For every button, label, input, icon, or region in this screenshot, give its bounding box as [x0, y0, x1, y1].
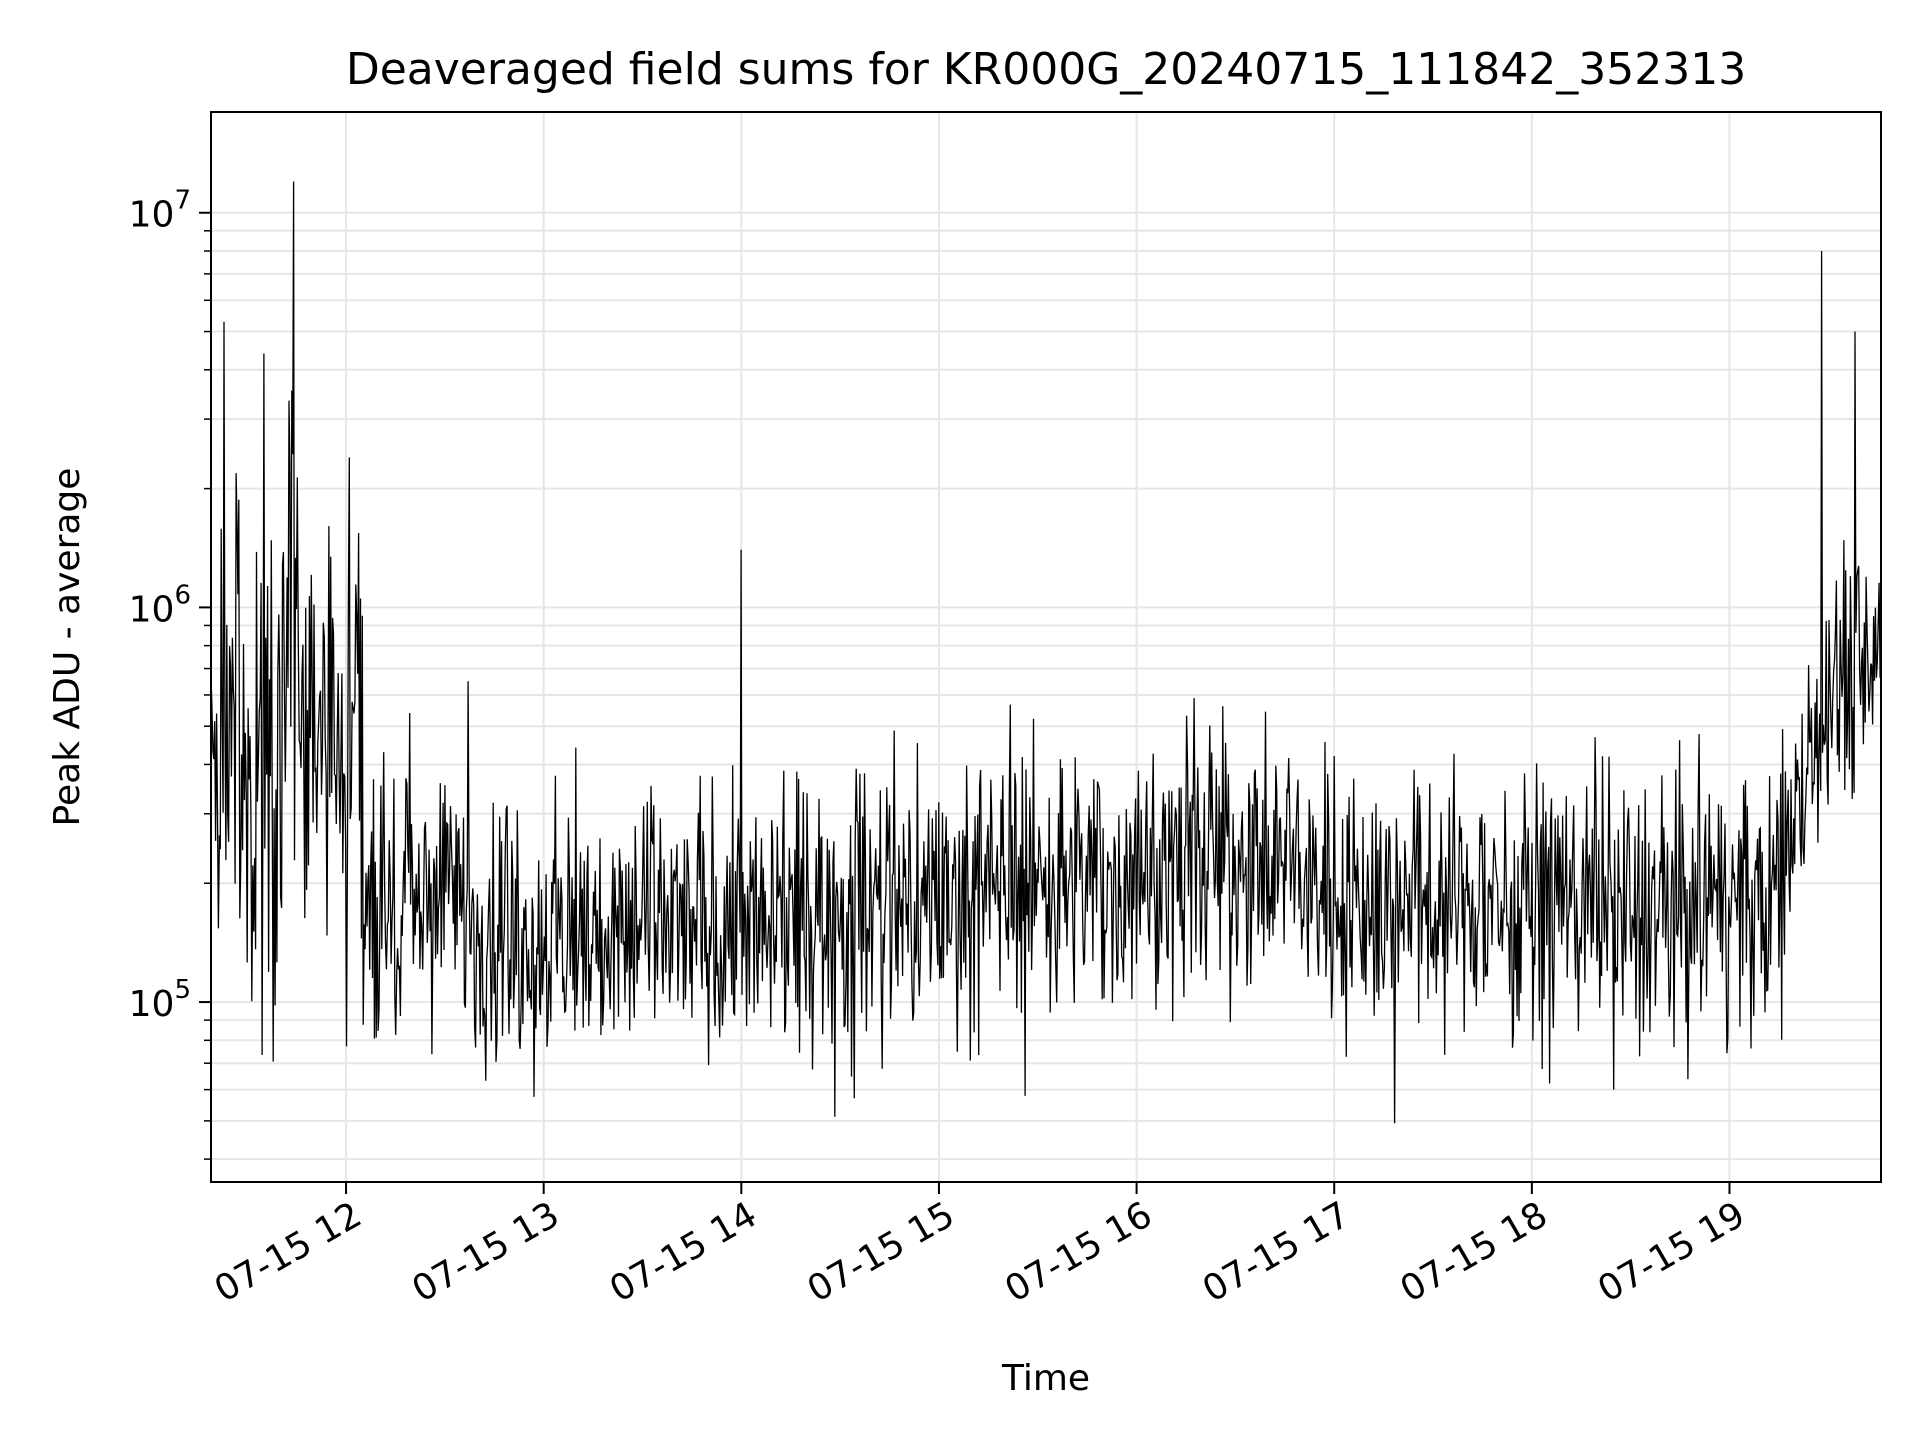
chart-title: Deaveraged field sums for KR000G_2024071…	[346, 44, 1746, 95]
y-axis-label: Peak ADU - average	[47, 468, 88, 827]
x-tick-label: 07-15 14	[603, 1194, 764, 1310]
y-tick-label: 106	[129, 580, 191, 630]
series-line-group	[210, 181, 1882, 1124]
y-tick-label: 107	[129, 186, 191, 236]
series-line	[210, 181, 1882, 1124]
x-tick-label: 07-15 17	[1196, 1194, 1357, 1310]
x-axis-label: Time	[1001, 1358, 1090, 1399]
x-tick-label: 07-15 15	[801, 1194, 962, 1310]
x-tick-label: 07-15 18	[1394, 1194, 1555, 1310]
x-tick-label: 07-15 12	[208, 1194, 369, 1310]
x-tick-label: 07-15 19	[1591, 1194, 1752, 1310]
x-tick-label: 07-15 13	[406, 1194, 567, 1310]
x-axis: 07-15 12 07-15 13 07-15 14 07-15 15 07-15 16…	[208, 1182, 1752, 1311]
grid	[211, 112, 1881, 1182]
y-tick-label: 105	[129, 975, 191, 1025]
x-tick-label: 07-15 16	[998, 1194, 1159, 1310]
y-axis: 105 106 107	[129, 186, 211, 1160]
plot-frame	[210, 111, 1882, 1183]
